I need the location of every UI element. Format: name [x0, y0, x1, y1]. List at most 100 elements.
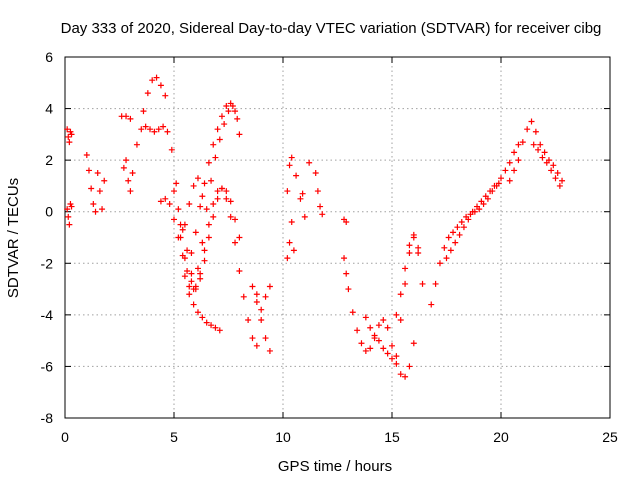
- series-arc-k: [188, 100, 243, 256]
- data-point: [550, 162, 557, 169]
- data-point: [543, 159, 550, 166]
- series-arc-l: [177, 175, 206, 241]
- data-point: [428, 301, 435, 308]
- data-point: [482, 193, 489, 200]
- x-tick-label: 5: [170, 429, 178, 445]
- data-point: [314, 188, 321, 195]
- data-point: [384, 324, 391, 331]
- data-point: [88, 185, 95, 192]
- data-point: [127, 188, 134, 195]
- data-point: [532, 128, 539, 135]
- data-point: [197, 270, 204, 277]
- data-point: [345, 286, 352, 293]
- data-point: [389, 355, 395, 362]
- data-point: [367, 324, 374, 331]
- data-point: [343, 219, 350, 226]
- series-arc-c: [83, 151, 108, 215]
- data-point: [210, 213, 217, 220]
- data-point: [147, 126, 154, 133]
- data-point: [227, 213, 234, 220]
- x-tick-label: 20: [493, 429, 509, 445]
- data-point: [397, 317, 404, 324]
- data-point: [402, 280, 409, 287]
- data-point: [535, 146, 542, 153]
- data-point: [452, 239, 459, 246]
- data-point: [288, 154, 295, 161]
- data-point: [227, 198, 234, 205]
- x-tick-label: 15: [384, 429, 400, 445]
- data-point: [402, 265, 409, 272]
- data-point: [214, 126, 221, 133]
- data-point: [188, 249, 195, 256]
- y-axis-label: SDTVAR / TECUs: [5, 178, 22, 298]
- grid: [65, 57, 610, 418]
- data-point: [530, 141, 537, 148]
- x-tick-label: 10: [275, 429, 291, 445]
- y-tick-label: 2: [45, 152, 53, 168]
- data-point: [349, 309, 356, 316]
- data-point: [65, 213, 72, 220]
- data-point: [171, 188, 177, 195]
- data-point: [127, 115, 134, 122]
- data-point: [205, 221, 212, 228]
- data-point: [125, 177, 132, 184]
- data-point: [406, 363, 413, 370]
- data-point: [173, 180, 180, 187]
- data-point: [201, 257, 208, 264]
- data-point: [171, 216, 177, 223]
- data-point: [232, 108, 239, 115]
- data-point: [341, 255, 348, 262]
- series-arc-t: [341, 255, 417, 380]
- series-arc-g: [140, 74, 169, 115]
- data-point: [65, 133, 72, 140]
- data-point: [129, 170, 136, 177]
- data-point: [443, 255, 450, 262]
- data-point: [393, 311, 400, 318]
- x-tick-label: 25: [602, 429, 618, 445]
- data-point: [456, 231, 463, 238]
- data-point: [410, 231, 417, 238]
- data-point: [415, 244, 422, 251]
- data-point: [68, 131, 75, 138]
- data-point: [162, 195, 169, 202]
- data-point: [232, 239, 239, 246]
- data-point: [286, 239, 293, 246]
- y-tick-label: 6: [45, 49, 53, 65]
- data-point: [474, 203, 481, 210]
- data-point: [166, 200, 173, 207]
- data-point: [262, 335, 269, 342]
- data-point: [184, 247, 191, 254]
- data-point: [410, 340, 417, 347]
- data-point: [559, 177, 566, 184]
- series-arc-z: [530, 141, 563, 189]
- data-point: [194, 309, 201, 316]
- data-points: [64, 74, 566, 380]
- data-point: [181, 221, 188, 228]
- data-point: [487, 188, 494, 195]
- data-point: [140, 108, 147, 115]
- data-point: [194, 265, 201, 272]
- data-point: [299, 190, 306, 197]
- data-point: [319, 211, 326, 218]
- data-point: [445, 234, 452, 241]
- series-arc-y: [506, 118, 566, 184]
- data-point: [380, 317, 387, 324]
- data-point: [64, 126, 71, 133]
- data-point: [83, 151, 90, 158]
- data-point: [120, 164, 127, 171]
- data-point: [317, 203, 324, 210]
- data-point: [380, 345, 387, 352]
- data-point: [469, 208, 476, 215]
- data-point: [157, 198, 164, 205]
- y-tick-label: 4: [45, 101, 53, 117]
- data-point: [460, 224, 467, 231]
- data-point: [506, 159, 513, 166]
- data-point: [506, 177, 513, 184]
- data-point: [208, 177, 215, 184]
- data-point: [306, 159, 313, 166]
- data-point: [181, 273, 188, 280]
- data-point: [511, 167, 518, 174]
- y-tick-label: -4: [41, 307, 54, 323]
- data-point: [454, 224, 461, 231]
